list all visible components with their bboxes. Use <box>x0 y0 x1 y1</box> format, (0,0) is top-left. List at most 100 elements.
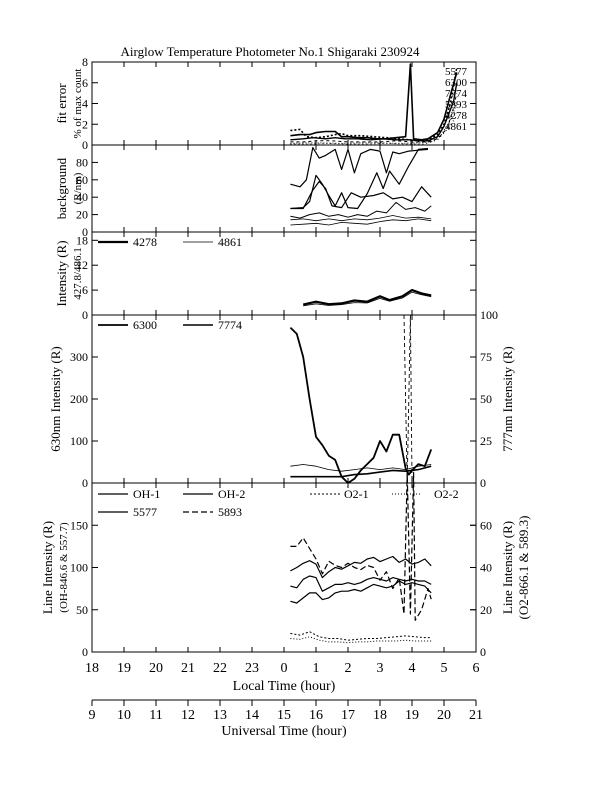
local-time-tick-label: 0 <box>281 661 288 676</box>
series-line-5577 <box>290 555 432 579</box>
universal-time-axis-label: Universal Time (hour) <box>221 724 347 739</box>
series-line-o2-2 <box>290 636 432 644</box>
series-line-4278 <box>302 289 432 306</box>
universal-time-tick-label: 11 <box>149 708 162 723</box>
local-time-tick-label: 22 <box>213 661 227 676</box>
legend-label: 5577 <box>133 505 157 519</box>
y-tick-right-label: 100 <box>480 308 498 322</box>
legend-label: 4278 <box>133 235 157 249</box>
y-tick-label: 2 <box>82 117 88 131</box>
y-tick-label: 0 <box>82 476 88 490</box>
y-axis-label: fit error <box>54 83 69 124</box>
panel-red_lines: 0 100 200 300 0 25 50 75 100 630nm Intensity (R) 7… <box>48 308 515 490</box>
local-time-tick-label: 23 <box>245 661 259 676</box>
y-tick-right-label: 0 <box>480 645 486 659</box>
y-axis-label: % of max count <box>72 69 84 139</box>
series-line-4861 <box>303 291 432 307</box>
legend-label: 5577 <box>445 66 468 78</box>
y-axis-label: (R/nm) <box>72 172 84 204</box>
series-line <box>290 218 432 226</box>
legend-label: 4861 <box>445 121 467 133</box>
panel-fit_error: 0 2 4 6 8 fit error% of max count 557763007774… <box>54 55 477 152</box>
y-axis-label: (OH-846.6 & 557.7) <box>58 522 70 613</box>
y-tick-label: 0 <box>82 225 88 239</box>
y-tick-label: 12 <box>76 258 88 272</box>
legend-label: 7774 <box>445 88 468 100</box>
y-tick-label: 100 <box>70 434 88 448</box>
local-time-tick-label: 4 <box>409 661 416 676</box>
y-axis-label: Line Intensity (R) <box>40 521 55 614</box>
local-time-tick-label: 1 <box>313 661 320 676</box>
legend-label: 4278 <box>445 110 468 122</box>
series-line-5893 <box>290 92 458 143</box>
y-tick-label: 0 <box>82 308 88 322</box>
y-tick-right-label: 0 <box>480 476 486 490</box>
y-tick-label: 6 <box>82 283 88 297</box>
y-tick-label: 200 <box>70 392 88 406</box>
y-tick-label: 40 <box>76 190 88 204</box>
y-axis-label: 630nm Intensity (R) <box>48 346 63 451</box>
y-axis-label: 427.8/486.1 <box>72 247 84 300</box>
series-line-4278 <box>290 103 458 144</box>
universal-time-tick-label: 13 <box>213 708 227 723</box>
local-time-tick-label: 19 <box>117 661 131 676</box>
local-time-axis-label: Local Time (hour) <box>233 679 336 694</box>
legend-label: 7774 <box>218 318 242 332</box>
y-tick-right-label: 20 <box>480 603 492 617</box>
panel-frame <box>91 61 477 146</box>
legend-label: 4861 <box>218 235 242 249</box>
legend-label: 5893 <box>445 99 468 111</box>
series-line-oh-2 <box>290 580 432 604</box>
series-line-4861 <box>290 115 458 145</box>
universal-time-tick-label: 10 <box>117 708 131 723</box>
time-axes: 18 19 20 21 22 23 0 1 2 3 4 5 6 Local Time (hour) 9 10 1… <box>85 661 483 739</box>
local-time-tick-label: 5 <box>441 661 448 676</box>
series-line <box>290 147 429 188</box>
series-line <box>290 147 429 210</box>
y-tick-label: 20 <box>76 208 88 222</box>
panel-frame <box>91 314 477 484</box>
local-time-tick-label: 3 <box>377 661 384 676</box>
y-tick-label: 8 <box>82 55 88 69</box>
series-line <box>290 201 432 219</box>
y-tick-label: 0 <box>82 645 88 659</box>
universal-time-tick-label: 20 <box>437 708 451 723</box>
universal-time-tick-label: 14 <box>245 708 259 723</box>
y-tick-label: 50 <box>76 603 88 617</box>
universal-time-tick-label: 19 <box>405 708 419 723</box>
local-time-tick-label: 6 <box>473 661 480 676</box>
series-line-o2-1 <box>290 631 432 641</box>
y-tick-label: 150 <box>70 518 88 532</box>
universal-time-tick-label: 9 <box>89 708 96 723</box>
series-line-5577 <box>290 67 458 142</box>
series-line-oh-1 <box>290 575 432 592</box>
y-tick-label: 0 <box>82 138 88 152</box>
y-tick-right-label: 50 <box>480 392 492 406</box>
y-tick-label: 6 <box>82 76 88 90</box>
legend-label: 5893 <box>218 505 242 519</box>
legend-label: OH-2 <box>218 487 245 501</box>
panel-background: 0 20 40 60 80 background (R/nm) <box>54 144 477 239</box>
figure-title: Airglow Temperature Photometer No.1 Shig… <box>121 44 421 59</box>
y-axis-right-label: 777nm Intensity (R) <box>500 346 515 451</box>
series-line-6300 <box>289 326 433 484</box>
universal-time-tick-label: 15 <box>277 708 291 723</box>
local-time-tick-label: 18 <box>85 661 99 676</box>
local-time-tick-label: 21 <box>181 661 195 676</box>
y-tick-right-label: 25 <box>480 434 492 448</box>
series-line-7774 <box>290 465 432 478</box>
universal-time-tick-label: 12 <box>181 708 195 723</box>
series-line-7774 <box>290 82 458 142</box>
series-line <box>290 180 432 210</box>
y-tick-right-label: 40 <box>480 561 492 575</box>
legend-label: 6300 <box>133 318 157 332</box>
y-tick-label: 4 <box>82 97 88 111</box>
y-axis-right-label: Line Intensity (R) <box>500 521 515 614</box>
y-tick-label: 300 <box>70 350 88 364</box>
series-line-5893 <box>290 471 432 621</box>
y-tick-label: 80 <box>76 155 88 169</box>
y-axis-right-label: (O2-866.1 & 589.3) <box>516 516 531 620</box>
local-time-tick-label: 20 <box>149 661 163 676</box>
